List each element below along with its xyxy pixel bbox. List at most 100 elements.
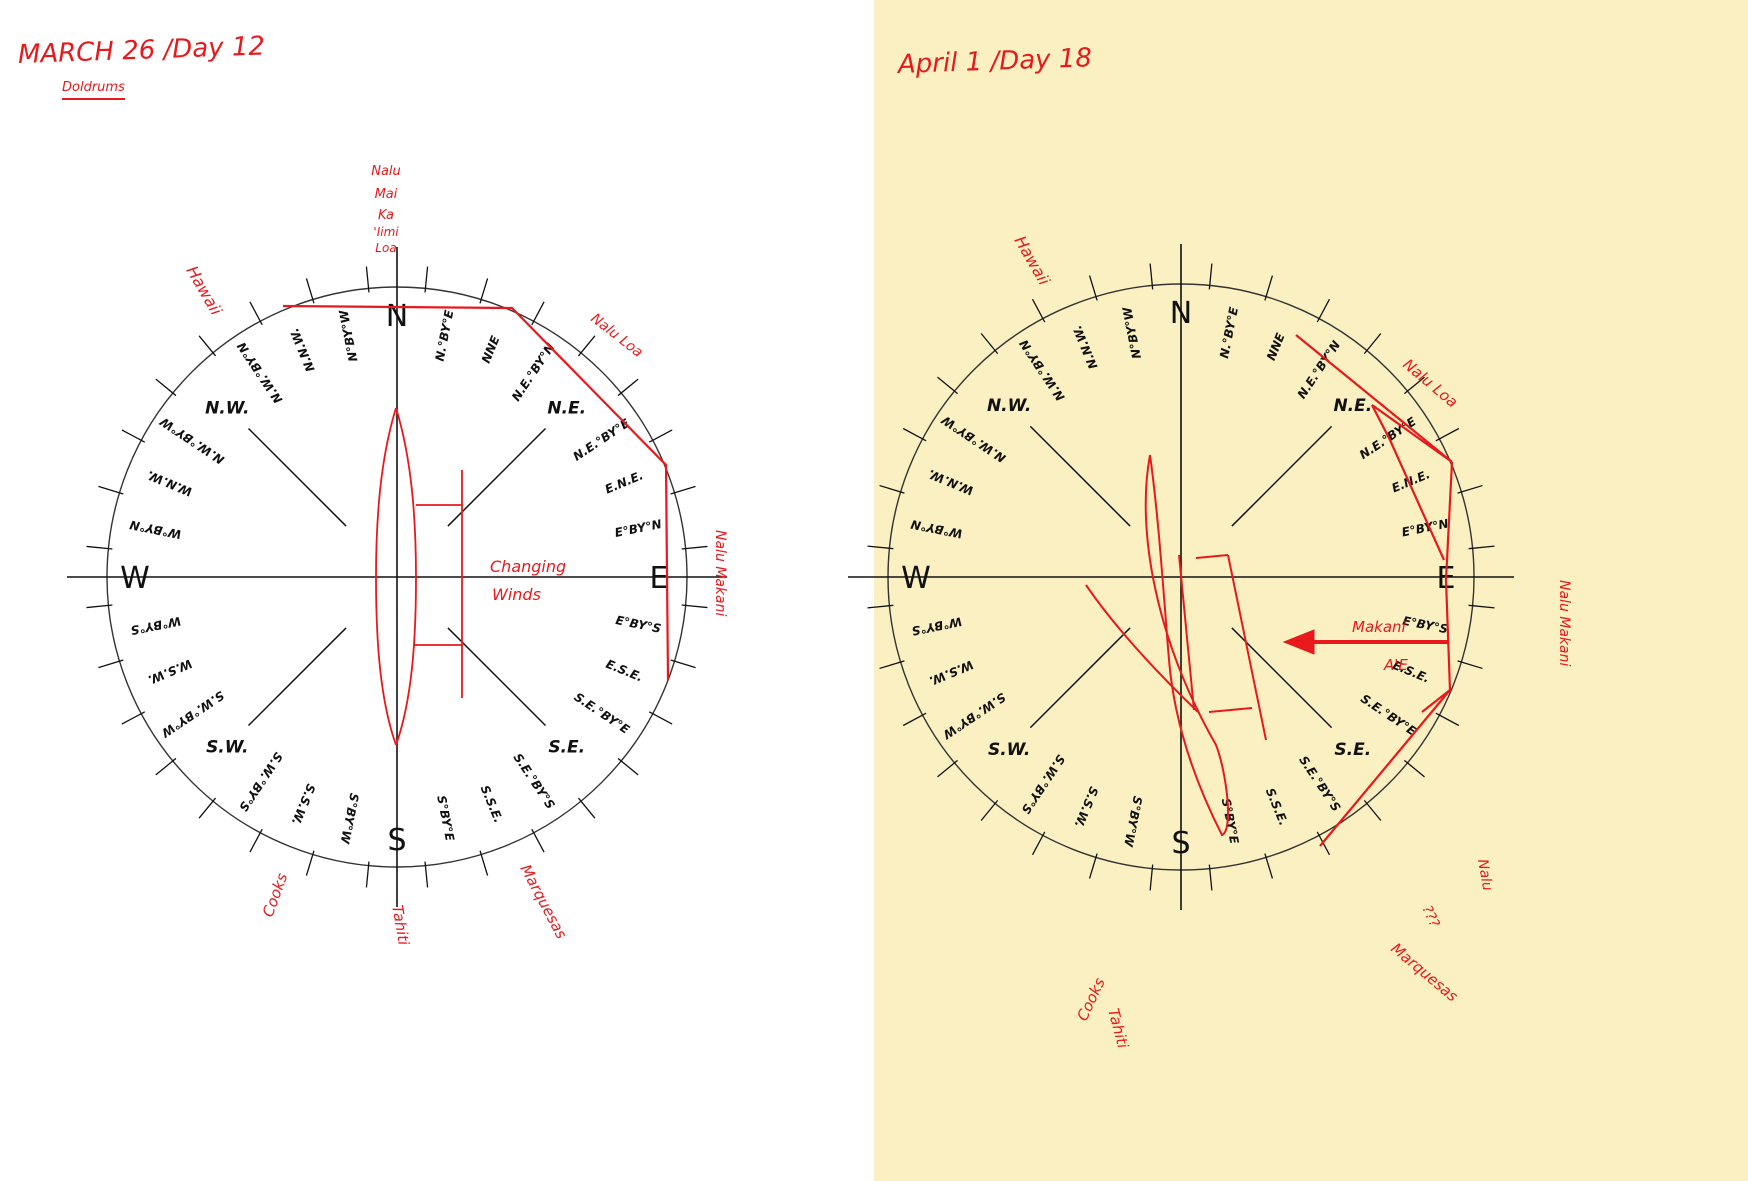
sector-label: NNE (479, 333, 503, 365)
diagonal-spoke (1029, 425, 1131, 527)
north-line-2: Mai (375, 187, 398, 202)
compass-tick (424, 266, 429, 293)
compass-tick (1208, 864, 1213, 891)
sector-label: S.E.°BY°S (511, 751, 558, 812)
compass-tick (305, 278, 315, 304)
annotation-nalu-right: Nalu (1474, 858, 1495, 892)
diagonal-spoke (1029, 627, 1131, 729)
sector-label: N.°BY°E (433, 308, 457, 362)
annotation-tahiti: Tahiti (1104, 1006, 1132, 1051)
compass-tick (365, 266, 370, 293)
canoe-boom-top (1195, 554, 1229, 559)
sector-label: S.E.°BY°E (572, 690, 633, 737)
sector-label: N.E.°BY°N (509, 341, 558, 404)
compass-tick (1088, 275, 1098, 301)
compass-tick (198, 335, 217, 357)
sector-label: NNE (1264, 330, 1288, 362)
compass-tick (1208, 263, 1213, 290)
sector-label: N.°BY°E (1217, 305, 1241, 359)
annotation-winds: Winds (492, 585, 541, 604)
sector-label: N.N.W. (287, 326, 318, 374)
compass-tick (98, 659, 124, 669)
makani-arrow (1282, 629, 1448, 655)
sector-label: S.E.°BY°E (1358, 692, 1419, 739)
course-lines (282, 304, 670, 681)
diagonal-spoke (247, 427, 347, 527)
course-line-2 (1371, 404, 1453, 463)
sector-label: S.S.W. (289, 782, 318, 827)
sector-label: E.N.E. (603, 468, 645, 496)
compass-tick (1468, 545, 1495, 550)
course-line-4 (1388, 439, 1446, 561)
sector-label: E°BY°S (614, 613, 662, 636)
sector-label: W°BY°S (129, 614, 182, 638)
sector-label: N.E.°BY°N (1295, 338, 1344, 401)
annotation-cooks: Cooks (1073, 975, 1109, 1024)
cardinal-label: W (120, 561, 150, 596)
compass-tick (681, 545, 708, 550)
compass-tick (937, 759, 959, 778)
sector-label: S.E.°BY°S (1296, 753, 1343, 814)
north-line-1: Nalu (371, 164, 401, 179)
sector-label: N.W.°BY°W (157, 414, 227, 467)
diagonal-spoke (447, 427, 547, 527)
sector-label: S.S.E. (1263, 786, 1291, 828)
sector-label: S°BY°E (434, 794, 457, 843)
compass-tick (479, 850, 489, 876)
sector-label: S°BY°W (1121, 795, 1145, 849)
canoe-hull-inner (395, 407, 417, 746)
compass-tick (617, 378, 639, 397)
canoe-mast (1178, 554, 1195, 711)
compass-tick (879, 484, 905, 494)
cardinal-label: E (650, 561, 669, 596)
compass-tick (867, 604, 894, 609)
sector-label: S.S.E. (478, 783, 506, 825)
compass-tick (617, 757, 639, 776)
compass-tick (1435, 427, 1460, 442)
compass-tick (155, 378, 177, 397)
compass-tick (98, 485, 124, 495)
compass-tick (577, 335, 596, 357)
intercardinal-label: S.E. (1334, 740, 1371, 760)
annotation-hawaii: Hawaii (1011, 233, 1055, 289)
sector-label: S.S.W. (1071, 785, 1100, 830)
sector-label: N.W.°BY°W (938, 412, 1008, 465)
star-compass-diagram: N E S W N.E. S.E. S.W. N.W. N.°BY°E NNE N.E.°BY°N N… (67, 164, 728, 948)
sector-label: S.W.°BY°W (940, 690, 1009, 742)
compass-tick (681, 604, 708, 609)
compass-tick (902, 712, 927, 727)
cardinal-label: S (1171, 826, 1190, 861)
compass-tick (1316, 298, 1331, 323)
canoe-curve (1085, 584, 1199, 713)
course-polyline (282, 304, 670, 681)
intercardinal-label: N.E. (1333, 396, 1372, 416)
compass-tick (1149, 263, 1154, 290)
intercardinal-label: N.W. (205, 398, 249, 418)
compass-tick (1468, 604, 1495, 609)
annotation-tahiti: Tahiti (388, 904, 413, 948)
annotation-north-star: Nalu Mai Ka 'Iimi Loa (371, 164, 401, 255)
intercardinal-label: N.E. (547, 398, 586, 418)
intercardinal-label: S.W. (206, 738, 248, 758)
diagonal-spoke (1231, 425, 1333, 527)
sector-label: W°BY°N (910, 517, 964, 541)
diagonal-spoke (447, 627, 547, 727)
compass-tick (249, 301, 263, 326)
intercardinal-label: S.W. (988, 740, 1030, 760)
compass-tick (86, 604, 113, 609)
canoe-boom-bottom (1208, 707, 1253, 713)
compass-tick (670, 659, 696, 669)
sector-label: E.S.E. (604, 657, 645, 685)
page-subtitle: Doldrums (62, 80, 125, 100)
compass-tick (648, 711, 673, 725)
compass-tick (937, 376, 959, 395)
annotation-ae: A'E (1383, 656, 1408, 674)
compass-tick (531, 828, 545, 853)
compass-tick (1457, 660, 1483, 670)
sector-label: W.N.W. (145, 468, 195, 499)
sector-label: N.N.W. (1070, 323, 1101, 371)
sector-label: S.W.°BY°W (158, 688, 227, 740)
intercardinal-label: S.E. (548, 738, 585, 758)
compass-tick (155, 757, 177, 776)
sector-label: N.W.°BY°N (234, 340, 285, 406)
